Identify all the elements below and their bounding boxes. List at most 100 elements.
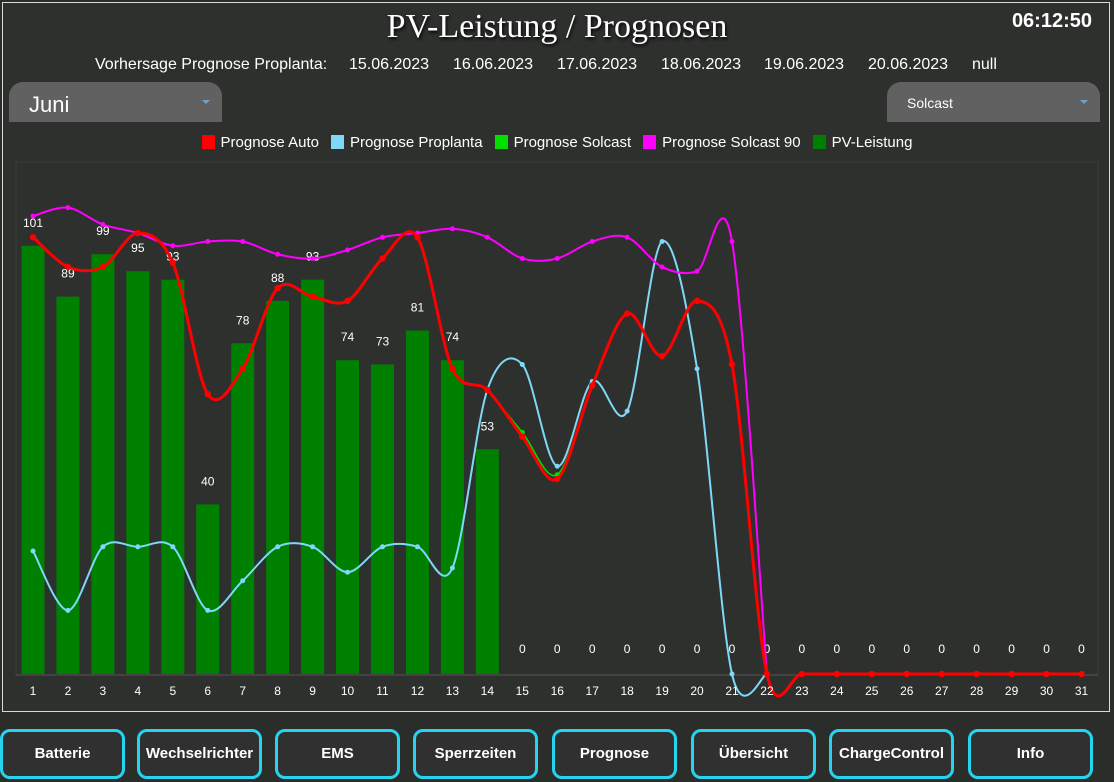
data-point bbox=[624, 234, 630, 240]
x-tick-label: 1 bbox=[30, 684, 37, 698]
month-select[interactable]: Juni bbox=[9, 82, 222, 122]
data-point bbox=[205, 607, 211, 613]
x-tick-label: 14 bbox=[481, 684, 495, 698]
x-tick-label: 5 bbox=[169, 684, 176, 698]
data-point bbox=[484, 234, 490, 240]
x-tick-label: 23 bbox=[795, 684, 809, 698]
data-label: 0 bbox=[938, 642, 945, 656]
data-point bbox=[240, 239, 246, 245]
bar bbox=[475, 449, 499, 674]
data-label: 0 bbox=[1008, 642, 1015, 656]
forecast-date: 19.06.2023 bbox=[764, 56, 845, 73]
x-tick-label: 27 bbox=[935, 684, 949, 698]
data-point bbox=[310, 255, 316, 261]
data-point bbox=[519, 255, 525, 261]
x-tick-label: 13 bbox=[446, 684, 460, 698]
data-point bbox=[204, 390, 211, 398]
data-point bbox=[1008, 670, 1015, 678]
x-tick-label: 2 bbox=[65, 684, 72, 698]
bar bbox=[440, 360, 464, 674]
nav-button-wechselrichter[interactable]: Wechselrichter bbox=[137, 729, 262, 779]
nav-button-ems[interactable]: EMS bbox=[275, 729, 400, 779]
legend-item[interactable]: Prognose Solcast bbox=[494, 134, 631, 151]
legend-swatch bbox=[643, 135, 657, 149]
series-line bbox=[31, 230, 1082, 698]
legend-swatch bbox=[494, 135, 508, 149]
data-point bbox=[868, 670, 875, 678]
x-tick-label: 11 bbox=[376, 684, 389, 698]
data-point bbox=[623, 310, 631, 317]
data-point bbox=[30, 548, 36, 554]
chart-legend: Prognose Auto Prognose Proplanta Prognose … bbox=[0, 134, 1114, 151]
data-label: 0 bbox=[764, 642, 771, 656]
forecast-row: Vorhersage Prognose Proplanta: 15.06.202… bbox=[0, 56, 1114, 76]
x-tick-label: 20 bbox=[690, 684, 704, 698]
x-tick-label: 9 bbox=[309, 684, 316, 698]
data-point bbox=[659, 264, 665, 270]
data-label: 81 bbox=[411, 301, 425, 315]
source-select[interactable]: Solcast bbox=[887, 82, 1100, 122]
nav-button-info[interactable]: Info bbox=[968, 729, 1093, 779]
data-point bbox=[519, 433, 526, 440]
data-point bbox=[99, 263, 107, 271]
data-point bbox=[275, 251, 281, 257]
forecast-date: 15.06.2023 bbox=[349, 56, 430, 73]
nav-button-chargecontrol[interactable]: ChargeControl bbox=[829, 729, 954, 779]
data-point bbox=[973, 670, 980, 678]
legend-item[interactable]: Prognose Auto bbox=[201, 134, 319, 151]
data-point bbox=[449, 226, 455, 232]
legend-swatch bbox=[330, 135, 344, 149]
x-tick-label: 8 bbox=[274, 684, 281, 698]
data-point bbox=[134, 229, 142, 237]
data-point bbox=[449, 365, 456, 372]
data-point bbox=[728, 361, 736, 368]
bar bbox=[161, 279, 185, 674]
x-tick-label: 24 bbox=[830, 684, 844, 698]
data-point bbox=[938, 670, 945, 678]
data-point bbox=[693, 297, 701, 305]
data-label: 95 bbox=[131, 241, 145, 255]
nav-button-prognose[interactable]: Prognose bbox=[552, 729, 677, 779]
data-label: 0 bbox=[694, 642, 701, 656]
nav-button-batterie[interactable]: Batterie bbox=[0, 729, 125, 779]
bar bbox=[266, 300, 290, 674]
data-point bbox=[29, 234, 37, 241]
forecast-label: Vorhersage Prognose Proplanta: bbox=[95, 56, 328, 73]
data-label: 0 bbox=[903, 642, 910, 656]
data-label: 0 bbox=[868, 642, 875, 656]
data-label: 0 bbox=[973, 642, 980, 656]
nav-button-uebersicht[interactable]: Übersicht bbox=[691, 729, 816, 779]
data-point bbox=[170, 544, 176, 550]
legend-item[interactable]: PV-Leistung bbox=[812, 134, 912, 151]
data-point bbox=[1043, 670, 1050, 678]
bar bbox=[336, 360, 360, 674]
data-point bbox=[554, 255, 560, 261]
data-label: 0 bbox=[659, 642, 666, 656]
legend-swatch bbox=[812, 135, 826, 149]
bar bbox=[126, 271, 150, 674]
series-line bbox=[486, 300, 1082, 697]
data-point bbox=[798, 670, 806, 678]
data-point bbox=[65, 607, 71, 613]
x-tick-label: 15 bbox=[516, 684, 530, 698]
data-point bbox=[205, 239, 211, 245]
data-point bbox=[380, 544, 385, 550]
data-point bbox=[694, 366, 700, 372]
data-label: 0 bbox=[589, 642, 596, 656]
data-point bbox=[763, 670, 771, 678]
legend-item[interactable]: Prognose Solcast 90 bbox=[643, 134, 801, 151]
data-point bbox=[694, 268, 700, 274]
data-point bbox=[379, 255, 386, 262]
legend-item[interactable]: Prognose Proplanta bbox=[330, 134, 483, 151]
data-label: 0 bbox=[519, 642, 526, 656]
bar bbox=[91, 254, 115, 675]
data-point bbox=[589, 239, 595, 245]
x-tick-label: 16 bbox=[551, 684, 565, 698]
data-label: 78 bbox=[236, 313, 250, 327]
nav-button-sperrzeiten[interactable]: Sperrzeiten bbox=[413, 729, 538, 779]
data-point bbox=[275, 544, 281, 550]
x-tick-label: 10 bbox=[341, 684, 355, 698]
clock-display: 06:12:50 bbox=[1011, 10, 1092, 32]
data-label: 0 bbox=[1043, 642, 1050, 656]
bar bbox=[231, 343, 255, 674]
